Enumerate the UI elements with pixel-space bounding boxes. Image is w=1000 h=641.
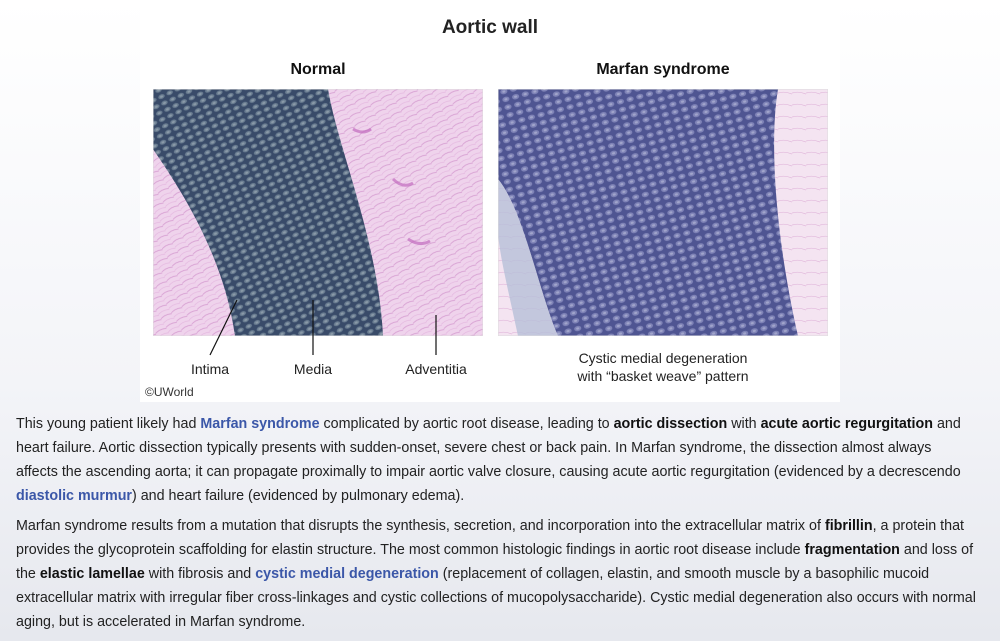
p2-text-4: with fibrosis and <box>144 566 256 582</box>
figure-title: Aortic wall <box>441 17 539 38</box>
adventitia-label: Adventitia <box>405 361 467 377</box>
p2-text-1: Marfan syndrome results from a mutation … <box>16 518 825 534</box>
label-leader-lines <box>209 299 437 356</box>
acute-aortic-regurgitation-term: acute aortic regurgitation <box>760 416 933 432</box>
media-label: Media <box>293 361 333 377</box>
caption-line-1: Cystic medial degeneration <box>578 350 748 366</box>
diastolic-murmur-link[interactable]: diastolic murmur <box>16 488 132 504</box>
cystic-degeneration-caption: Cystic medial degeneration with “basket … <box>538 349 788 385</box>
explanation-paragraph-2: Marfan syndrome results from a mutation … <box>16 514 976 634</box>
fragmentation-term: fragmentation <box>804 542 900 558</box>
copyright-notice: ©UWorld <box>145 385 194 399</box>
aortic-dissection-term: aortic dissection <box>613 416 728 432</box>
normal-panel-title: Normal <box>290 61 346 78</box>
p1-text-3: with <box>727 416 761 432</box>
fibrillin-term: fibrillin <box>824 518 873 534</box>
marfan-panel-title: Marfan syndrome <box>596 61 730 78</box>
p1-text-5: ) and heart failure (evidenced by pulmon… <box>132 488 465 504</box>
p2-text-2: , a protein that provides the glycoprote… <box>16 518 965 558</box>
marfan-histology-image <box>498 89 828 336</box>
marfan-syndrome-link[interactable]: Marfan syndrome <box>200 416 320 432</box>
explanation-paragraph-1: This young patient likely had Marfan syn… <box>16 412 976 508</box>
p2-text-5: (replacement of collagen, elastin, and s… <box>16 566 976 630</box>
caption-line-2: with “basket weave” pattern <box>577 368 749 384</box>
intima-label: Intima <box>190 361 230 377</box>
p1-text-1: This young patient likely had <box>16 416 201 432</box>
normal-histology-image <box>153 89 483 336</box>
p1-text-4: and heart failure. Aortic dissection typ… <box>16 416 961 480</box>
p1-text-2: complicated by aortic root disease, lead… <box>319 416 614 432</box>
aortic-wall-figure: Aortic wall Normal Marfan syndrome <box>140 0 840 402</box>
cystic-medial-degeneration-link[interactable]: cystic medial degeneration <box>255 566 439 582</box>
elastic-lamellae-term: elastic lamellae <box>39 566 145 582</box>
p2-text-3: and loss of the <box>16 542 974 582</box>
